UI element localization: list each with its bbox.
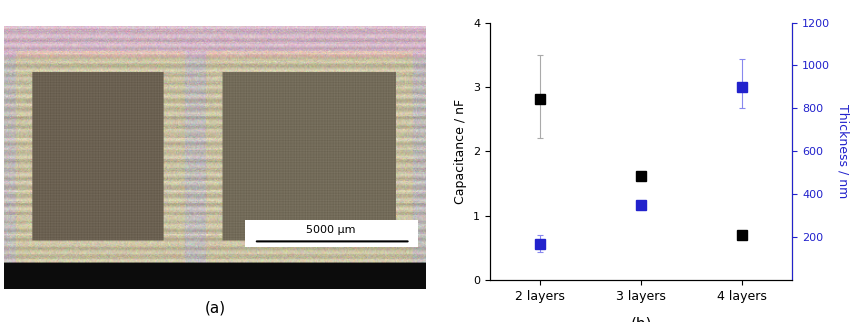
FancyBboxPatch shape xyxy=(245,221,418,247)
Y-axis label: Capacitance / nF: Capacitance / nF xyxy=(454,99,468,204)
Text: (a): (a) xyxy=(204,300,226,315)
Text: 5000 μm: 5000 μm xyxy=(306,225,355,235)
Text: (b): (b) xyxy=(630,316,652,322)
Y-axis label: Thickness / nm: Thickness / nm xyxy=(837,104,849,198)
